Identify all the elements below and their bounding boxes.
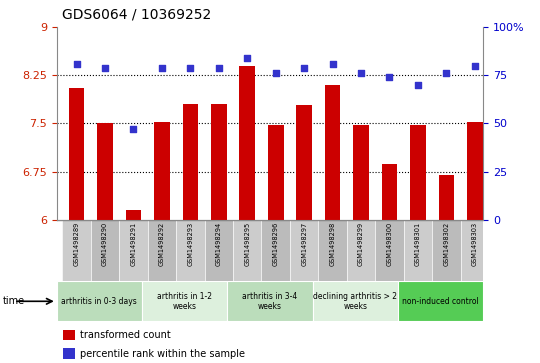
Text: GSM1498296: GSM1498296: [273, 221, 279, 266]
Text: GSM1498299: GSM1498299: [358, 221, 364, 266]
Bar: [154, 122, 170, 220]
Bar: [233, 220, 261, 281]
Point: [414, 82, 422, 88]
Bar: [148, 220, 176, 281]
Text: GSM1498298: GSM1498298: [329, 221, 335, 266]
Point: [158, 65, 166, 70]
Bar: [410, 125, 426, 220]
Point: [72, 61, 81, 67]
Bar: [227, 281, 313, 321]
Bar: [432, 220, 461, 281]
Point: [300, 65, 308, 70]
Text: GSM1498297: GSM1498297: [301, 221, 307, 266]
Text: GSM1498300: GSM1498300: [387, 221, 393, 266]
Text: declining arthritis > 2
weeks: declining arthritis > 2 weeks: [313, 291, 397, 311]
Text: GSM1498294: GSM1498294: [216, 221, 222, 266]
Bar: [353, 125, 369, 220]
Bar: [467, 122, 483, 220]
Bar: [205, 220, 233, 281]
Point: [214, 65, 223, 70]
Bar: [382, 164, 397, 220]
Text: transformed count: transformed count: [80, 330, 171, 340]
Bar: [438, 175, 454, 220]
Bar: [63, 220, 91, 281]
Bar: [142, 281, 227, 321]
Bar: [126, 210, 141, 220]
Text: percentile rank within the sample: percentile rank within the sample: [80, 348, 245, 359]
Text: GSM1498293: GSM1498293: [187, 221, 193, 266]
Point: [470, 63, 479, 69]
Point: [101, 65, 110, 70]
Bar: [296, 106, 312, 220]
Bar: [91, 220, 119, 281]
Bar: [97, 123, 113, 220]
Bar: [119, 220, 148, 281]
Bar: [375, 220, 404, 281]
Text: GSM1498301: GSM1498301: [415, 221, 421, 266]
Bar: [211, 104, 227, 220]
Point: [385, 74, 394, 80]
Text: arthritis in 1-2
weeks: arthritis in 1-2 weeks: [157, 291, 212, 311]
Bar: [404, 220, 432, 281]
Text: GDS6064 / 10369252: GDS6064 / 10369252: [62, 8, 211, 22]
Bar: [261, 220, 290, 281]
Text: GSM1498292: GSM1498292: [159, 221, 165, 266]
Bar: [57, 281, 142, 321]
Text: GSM1498303: GSM1498303: [472, 221, 478, 266]
Bar: [461, 220, 489, 281]
Point: [272, 70, 280, 76]
Point: [186, 65, 195, 70]
Text: time: time: [3, 296, 25, 306]
Bar: [347, 220, 375, 281]
Bar: [319, 220, 347, 281]
Text: GSM1498289: GSM1498289: [73, 221, 79, 266]
Point: [357, 70, 366, 76]
Text: GSM1498290: GSM1498290: [102, 221, 108, 266]
Bar: [69, 88, 84, 220]
Text: arthritis in 3-4
weeks: arthritis in 3-4 weeks: [242, 291, 298, 311]
Bar: [398, 281, 483, 321]
Bar: [239, 66, 255, 220]
Bar: [290, 220, 319, 281]
Point: [442, 70, 451, 76]
Bar: [313, 281, 398, 321]
Point: [129, 126, 138, 132]
Bar: [63, 348, 75, 359]
Text: GSM1498302: GSM1498302: [443, 221, 449, 266]
Bar: [63, 330, 75, 340]
Bar: [268, 125, 284, 220]
Bar: [183, 104, 198, 220]
Bar: [325, 85, 340, 220]
Text: GSM1498291: GSM1498291: [131, 221, 137, 266]
Point: [328, 61, 337, 67]
Text: GSM1498295: GSM1498295: [244, 221, 250, 266]
Text: arthritis in 0-3 days: arthritis in 0-3 days: [62, 297, 137, 306]
Bar: [176, 220, 205, 281]
Text: non-induced control: non-induced control: [402, 297, 479, 306]
Point: [243, 55, 252, 61]
